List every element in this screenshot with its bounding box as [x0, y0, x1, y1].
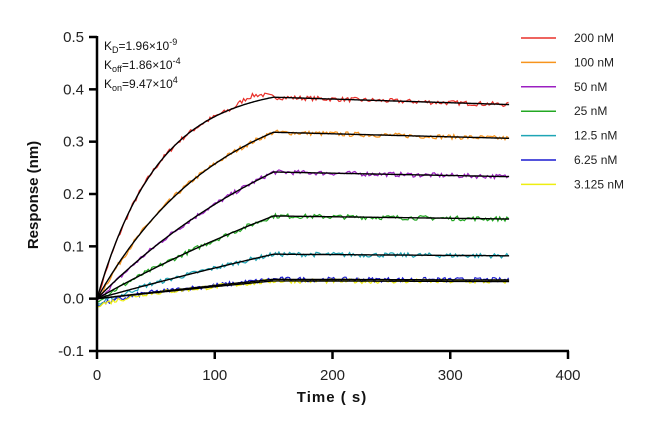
fit-curve-12-5-nM	[96, 253, 510, 300]
legend-label: 50 nM	[574, 80, 607, 94]
kinetic-constant-on: Kon=9.47×104	[104, 75, 178, 93]
fit-curve-200-nM	[96, 96, 510, 299]
axis-ticks: -0.1 0.0 0.1 0.2 0.3 0.4 0.5 0 100 200 300 400	[58, 29, 580, 384]
legend-label: 12.5 nM	[574, 129, 617, 143]
constant-exponent: -9	[169, 37, 177, 47]
fit-curve-50-nM	[96, 171, 510, 300]
constant-value: =9.47×10	[122, 77, 173, 91]
y-tick-label: 0.1	[63, 238, 84, 255]
constant-value: =1.96×10	[119, 39, 170, 53]
x-tick-label: 100	[202, 367, 227, 384]
data-curves	[96, 92, 510, 308]
fit-curve-100-nM	[96, 131, 510, 300]
constant-value: =1.86×10	[122, 58, 173, 72]
y-tick-label: 0.2	[63, 186, 84, 203]
y-tick-label: 0.4	[63, 81, 84, 98]
constant-symbol: K	[104, 77, 112, 91]
constant-subscript: D	[112, 45, 119, 55]
legend-label: 6.25 nM	[574, 153, 617, 167]
y-axis-label: Response (nm)	[25, 141, 42, 249]
legend-label: 100 nM	[574, 55, 614, 69]
y-tick-label: 0.3	[63, 134, 84, 151]
fit-curves	[96, 96, 510, 300]
fit-curve-25-nM	[96, 215, 510, 300]
data-curve-50-nM	[96, 169, 509, 300]
legend: 200 nM 100 nM 50 nM 25 nM 12.5 nM 6.25 nM 3.12…	[521, 31, 624, 191]
constant-subscript: on	[112, 83, 122, 93]
x-axis-label: Time ( s)	[297, 389, 367, 406]
y-tick-label: 0.5	[63, 29, 84, 46]
kinetic-constant-D: KD=1.96×10-9	[104, 37, 177, 55]
x-tick-label: 200	[320, 367, 345, 384]
legend-label: 3.125 nM	[574, 177, 624, 191]
constant-subscript: off	[112, 64, 122, 74]
y-tick-label: 0.0	[63, 291, 84, 308]
x-tick-label: 400	[555, 367, 580, 384]
data-curve-200-nM	[96, 92, 509, 304]
fit-curve-3-125-nM	[96, 280, 510, 300]
constant-symbol: K	[104, 39, 112, 53]
data-curve-25-nM	[96, 212, 509, 303]
legend-label: 200 nM	[574, 31, 614, 45]
legend-label: 25 nM	[574, 104, 607, 118]
kinetic-constant-off: Koff=1.86×10-4	[104, 56, 181, 74]
x-tick-label: 0	[93, 367, 101, 384]
constant-symbol: K	[104, 58, 112, 72]
y-tick-label: -0.1	[58, 343, 84, 360]
data-curve-12-5-nM	[96, 250, 509, 307]
constant-exponent: -4	[173, 56, 181, 66]
x-tick-label: 300	[438, 367, 463, 384]
constant-exponent: 4	[173, 75, 178, 85]
